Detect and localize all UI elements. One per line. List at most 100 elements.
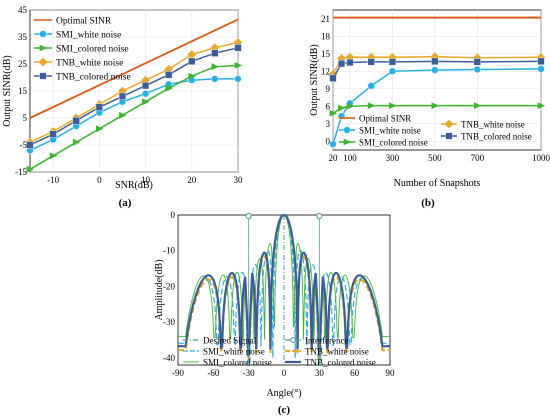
data-point-smi-colored-noise — [234, 61, 243, 69]
data-point-tnb-white-noise — [164, 65, 174, 74]
data-point-tnb-colored-noise — [346, 58, 354, 67]
data-point-smi-colored-noise — [431, 102, 440, 110]
legend-marker-smi-colored-noise — [343, 138, 352, 146]
y-tick-label: -40 — [163, 353, 175, 363]
panel-c: -90 -60 -30 0 30 60 90 0 -10 -20 -30 -40 Desired Si… — [154, 210, 395, 416]
data-point-smi-colored-noise — [367, 102, 376, 110]
series-line-tnb-colored-noise — [29, 47, 239, 146]
legend-label-optimal-sinr: Optimal SINR — [56, 17, 112, 27]
data-point-tnb-colored-noise — [537, 57, 545, 65]
y-tick-label: 9 — [326, 84, 331, 94]
panel-c-label: (c) — [278, 404, 291, 416]
series-line-smi-white-noise — [29, 78, 238, 152]
data-point-smi-white-noise — [141, 90, 150, 98]
panel-c-series — [177, 212, 391, 366]
panel-c-ticks: -90 -60 -30 0 30 60 90 0 -10 -20 -30 -40 — [163, 210, 395, 378]
data-point-smi-white-noise — [329, 140, 337, 148]
legend-label-smi-colored-noise: SMI_colored noise — [203, 358, 272, 368]
panel-b-label: (b) — [421, 197, 435, 209]
data-point-smi-colored-noise — [95, 125, 104, 133]
data-point-smi-colored-noise — [119, 111, 127, 119]
legend-label-interference: Interference — [305, 336, 348, 346]
data-point-smi-colored-noise — [142, 98, 150, 106]
data-point-smi-white-noise — [388, 67, 397, 75]
legend-label-tnb-white-noise: TNB_white noise — [305, 347, 369, 357]
panel-b-legend: Optimal SINR SMI_white noise SMI_colored n… — [339, 114, 532, 148]
panel-b-series — [328, 16, 546, 148]
data-point-tnb-colored-noise — [165, 71, 173, 79]
panel-c-ylabel: Amplitude(dB) — [154, 259, 165, 320]
x-tick-label: 100 — [343, 153, 357, 163]
panel-c-xlabel: Angle(°) — [266, 388, 301, 399]
data-point-smi-colored-noise — [537, 102, 546, 110]
data-point-tnb-colored-noise — [26, 141, 34, 149]
y-tick-label: 18 — [321, 31, 331, 41]
panel-b-ticks: 20 100 300 500 700 1000 0 3 6 9 12 15 18 21 — [321, 14, 550, 163]
legend-label-tnb-white-noise: TNB_white noise — [56, 59, 123, 69]
data-point-tnb-colored-noise — [188, 57, 196, 65]
y-tick-label: 21 — [321, 14, 330, 24]
panel-c-legend: Desired Signal Interference SMI_white nois… — [183, 336, 376, 368]
data-point-tnb-colored-noise — [95, 103, 103, 111]
legend-label-tnb-white-noise: TNB_white noise — [461, 120, 525, 130]
data-point-smi-colored-noise — [72, 138, 81, 146]
legend-label-smi-colored-noise: SMI_colored noise — [56, 45, 129, 55]
data-point-tnb-colored-noise — [49, 130, 57, 138]
panel-a-legend: Optimal SINR SMI_white noise SMI_colored n… — [34, 17, 131, 83]
data-point-smi-colored-noise — [26, 165, 35, 173]
y-tick-label: 12 — [321, 66, 330, 76]
data-point-smi-colored-noise — [188, 72, 196, 80]
y-tick-label: 3 — [326, 119, 331, 129]
data-point-smi-white-noise — [537, 65, 545, 73]
data-point-smi-colored-noise — [346, 102, 355, 110]
y-tick-label: -10 — [163, 246, 175, 256]
legend-label-desired-signal: Desired Signal — [203, 336, 257, 346]
y-tick-label: -15 — [15, 167, 27, 177]
x-tick-label: 30 — [234, 175, 244, 185]
panel-a-series — [25, 18, 243, 173]
data-point-tnb-colored-noise — [234, 44, 242, 52]
series-line-smi-colored-noise — [29, 64, 239, 170]
data-point-tnb-colored-noise — [329, 74, 337, 82]
x-tick-label: -30 — [243, 368, 255, 378]
x-tick-label: 0 — [282, 368, 287, 378]
x-tick-label: 10 — [141, 175, 151, 185]
legend-marker-interference — [290, 337, 296, 343]
y-tick-label: 15 — [321, 49, 331, 59]
legend-marker-smi-colored-noise — [39, 44, 48, 52]
legend-label-smi-white-noise: SMI_white noise — [56, 31, 121, 41]
x-tick-label: 60 — [350, 368, 360, 378]
panel-b: 20 100 300 500 700 1000 0 3 6 9 12 15 18 21 Optimal S… — [309, 9, 550, 209]
legend-marker-smi-white-noise — [39, 30, 47, 38]
x-tick-label: 30 — [315, 368, 325, 378]
data-point-smi-white-noise — [431, 66, 439, 74]
data-point-smi-white-noise — [367, 82, 375, 90]
data-point-tnb-colored-noise — [431, 57, 439, 65]
interference-marker — [245, 212, 252, 220]
data-point-tnb-colored-noise — [72, 117, 80, 125]
legend-marker-tnb-white-noise — [444, 119, 454, 129]
x-tick-label: -10 — [47, 175, 59, 185]
y-tick-label: 45 — [18, 5, 28, 15]
data-point-tnb-colored-noise — [337, 60, 346, 68]
data-point-tnb-colored-noise — [388, 58, 397, 66]
legend-marker-tnb-white-noise — [38, 57, 48, 67]
panel-a: -10 0 10 20 30 -15 -5 5 15 25 35 45 Optimal SINR SMI… — [2, 5, 243, 209]
data-point-smi-colored-noise — [49, 152, 58, 160]
data-point-tnb-white-noise — [141, 75, 150, 85]
series-line-tnb-white-noise — [29, 41, 239, 143]
x-tick-label: 90 — [386, 368, 396, 378]
panel-a-ylabel: Output SINR(dB) — [2, 55, 13, 126]
panel-b-ylabel: Output SINR(dB) — [309, 44, 320, 115]
x-tick-label: 700 — [471, 153, 485, 163]
x-tick-label: 500 — [428, 153, 442, 163]
x-tick-label: -60 — [207, 368, 219, 378]
x-tick-label: 300 — [386, 153, 400, 163]
panel-b-frame — [332, 9, 542, 151]
legend-marker-smi-white-noise — [343, 126, 351, 134]
y-tick-label: 0 — [326, 136, 331, 146]
data-point-smi-colored-noise — [338, 104, 346, 112]
y-tick-label: 5 — [23, 113, 28, 123]
data-point-tnb-colored-noise — [118, 92, 127, 101]
